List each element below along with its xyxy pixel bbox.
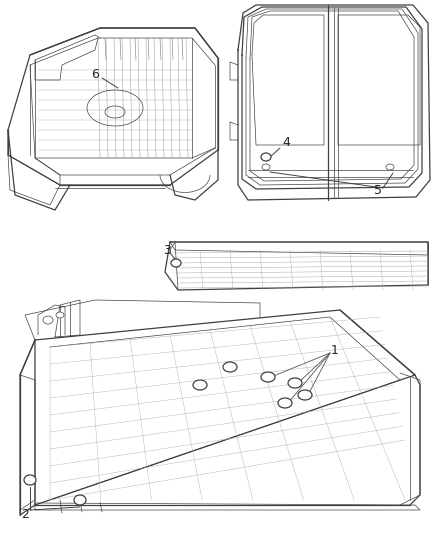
Ellipse shape bbox=[193, 380, 207, 390]
Text: 2: 2 bbox=[21, 508, 29, 521]
Ellipse shape bbox=[278, 398, 292, 408]
Ellipse shape bbox=[298, 390, 312, 400]
Text: 5: 5 bbox=[374, 183, 382, 197]
Ellipse shape bbox=[223, 362, 237, 372]
Ellipse shape bbox=[43, 316, 53, 324]
Ellipse shape bbox=[288, 378, 302, 388]
Text: 4: 4 bbox=[282, 136, 290, 149]
Ellipse shape bbox=[262, 164, 270, 170]
Ellipse shape bbox=[261, 153, 271, 161]
Text: 1: 1 bbox=[331, 343, 339, 357]
Ellipse shape bbox=[261, 372, 275, 382]
Ellipse shape bbox=[24, 475, 36, 485]
Ellipse shape bbox=[56, 312, 64, 318]
Ellipse shape bbox=[171, 259, 181, 267]
Ellipse shape bbox=[386, 164, 394, 170]
Ellipse shape bbox=[74, 495, 86, 505]
Text: 6: 6 bbox=[91, 69, 99, 82]
Text: 3: 3 bbox=[163, 244, 171, 256]
